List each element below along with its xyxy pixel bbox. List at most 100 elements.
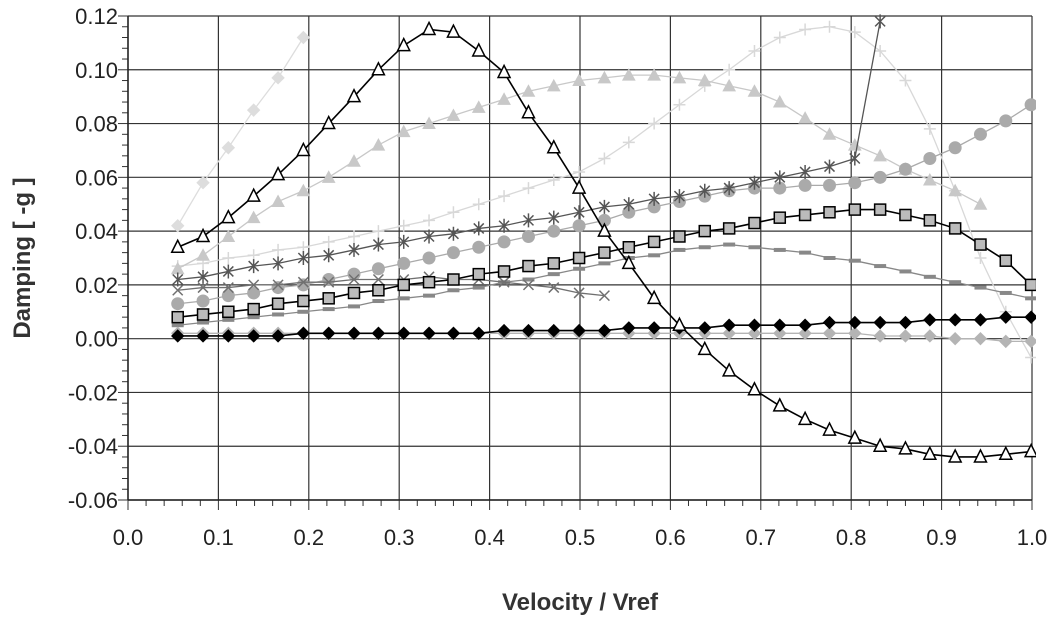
data-point — [697, 340, 712, 356]
data-point — [272, 279, 284, 291]
data-point — [246, 329, 261, 343]
y-tick-label: 0.06 — [75, 165, 118, 190]
data-point — [598, 290, 610, 302]
data-point — [722, 326, 736, 340]
data-point — [497, 92, 511, 105]
data-point — [923, 122, 936, 135]
data-point — [522, 213, 535, 228]
x-tick-label: 0.0 — [113, 525, 144, 550]
data-point — [848, 258, 861, 263]
data-point — [573, 287, 585, 299]
series-11 — [171, 30, 311, 233]
data-point — [898, 440, 913, 455]
data-point — [622, 321, 636, 335]
data-point — [948, 183, 963, 197]
data-point — [447, 273, 460, 286]
data-point — [872, 437, 888, 452]
data-point — [172, 284, 184, 296]
data-point — [973, 448, 988, 463]
data-point — [698, 224, 712, 238]
data-point — [547, 174, 560, 187]
series-line — [177, 276, 605, 297]
data-point — [296, 30, 311, 45]
data-point — [246, 103, 261, 117]
x-tick-label: 0.9 — [926, 525, 957, 550]
data-point — [899, 74, 912, 87]
data-point — [446, 246, 460, 260]
data-point — [923, 152, 937, 166]
series-5 — [171, 242, 1036, 328]
y-tick-label: 0.02 — [75, 273, 118, 298]
x-tick-label: 0.2 — [294, 525, 325, 550]
data-point — [547, 323, 561, 338]
data-point — [446, 23, 461, 38]
data-point — [773, 318, 787, 332]
data-point — [447, 226, 459, 241]
data-point — [623, 197, 635, 212]
data-point — [372, 299, 385, 304]
data-point — [422, 275, 436, 289]
data-point — [271, 329, 285, 343]
y-tick-label: 0.12 — [75, 4, 118, 29]
data-point — [271, 297, 285, 310]
data-point — [673, 230, 686, 243]
series-4 — [172, 14, 886, 287]
data-point — [673, 189, 685, 204]
data-point — [348, 242, 360, 257]
data-point — [697, 73, 712, 87]
data-point — [371, 61, 386, 76]
data-point — [998, 445, 1013, 461]
data-point — [647, 235, 661, 249]
data-point — [397, 256, 411, 270]
data-point — [196, 248, 210, 261]
series-1 — [170, 20, 1036, 463]
data-point — [195, 227, 211, 243]
data-point — [423, 229, 435, 244]
data-point — [396, 36, 411, 52]
data-point — [547, 257, 561, 270]
data-point — [923, 274, 936, 279]
data-point — [647, 321, 661, 335]
data-point — [723, 63, 736, 76]
data-point — [397, 278, 410, 292]
data-point — [747, 326, 762, 340]
data-point — [874, 14, 886, 29]
series-layer — [170, 14, 1036, 463]
data-point — [948, 313, 962, 327]
data-point — [822, 315, 837, 330]
data-point — [672, 70, 687, 84]
data-point — [672, 316, 687, 331]
data-point — [572, 323, 586, 338]
data-point — [497, 235, 511, 249]
data-point — [747, 84, 762, 97]
data-point — [823, 178, 837, 192]
data-point — [823, 20, 836, 33]
data-point — [171, 219, 185, 233]
data-point — [546, 139, 561, 154]
axes — [118, 15, 1033, 510]
data-point — [247, 286, 261, 300]
data-point — [923, 329, 937, 343]
data-point — [597, 323, 612, 338]
data-point — [222, 252, 235, 264]
data-point — [822, 326, 837, 340]
data-point — [372, 284, 385, 297]
data-point — [222, 305, 235, 319]
data-point — [271, 71, 285, 85]
data-point — [447, 206, 460, 219]
data-point — [548, 210, 560, 225]
data-point — [297, 294, 310, 308]
data-point — [397, 296, 410, 301]
data-point — [873, 203, 887, 216]
series-2 — [171, 203, 1036, 324]
data-point — [296, 141, 311, 157]
data-point — [873, 148, 887, 162]
data-point — [548, 282, 560, 294]
data-point — [772, 397, 787, 412]
data-point — [272, 312, 285, 317]
x-tick-label: 0.3 — [384, 525, 415, 550]
y-tick-label: -0.06 — [68, 488, 118, 513]
data-point — [446, 326, 461, 340]
x-tick-label: 0.1 — [203, 525, 234, 550]
data-point — [471, 100, 486, 113]
